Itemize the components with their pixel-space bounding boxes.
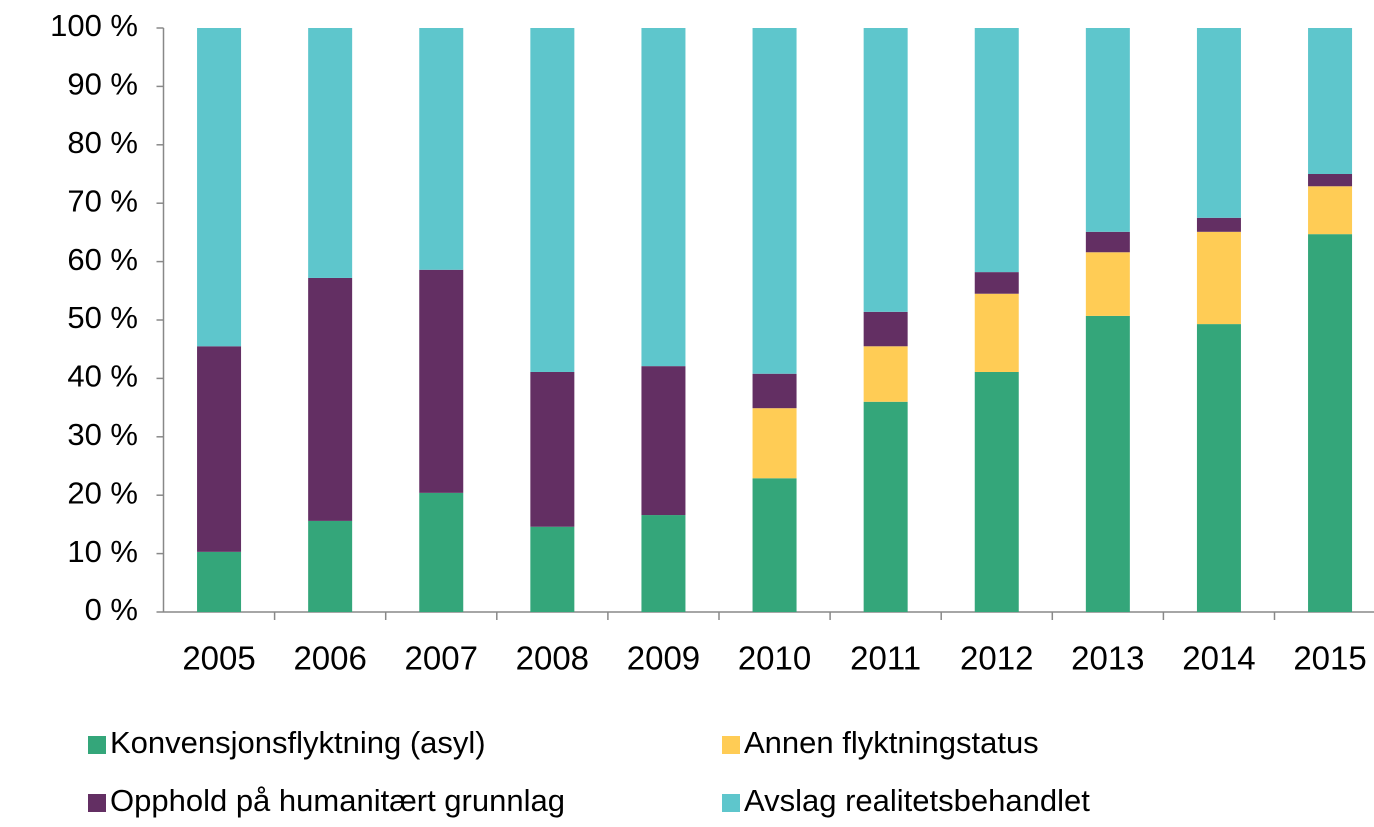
bar-segment [1308,234,1353,613]
bar-segment [1308,186,1353,235]
y-tick-label: 20 % [67,475,138,510]
bar-segment [1308,174,1353,187]
bar-segment [641,515,686,612]
x-tick-label: 2006 [293,640,366,677]
bar-segment [752,478,797,612]
x-tick-label: 2005 [182,640,255,677]
y-tick-label: 60 % [67,242,138,277]
bar-segment [1085,252,1130,316]
bar-segment [974,28,1019,273]
legend-label: Konvensjonsflyktning (asyl) [110,725,486,760]
legend-label: Opphold på humanitært grunnlag [110,783,565,818]
bar-segment [1085,315,1130,612]
bar-segment [1196,217,1241,232]
bar-segment [1196,28,1241,218]
legend-swatch [88,736,106,754]
bar-segment [863,28,908,312]
bar-segment [974,371,1019,612]
bar-segment [641,28,686,367]
bar-segment [197,551,242,612]
legend-label: Annen flyktningstatus [744,725,1039,760]
bar-segment [1308,28,1353,174]
legend-label: Avslag realitetsbehandlet [744,783,1090,818]
bar-segment [419,492,464,612]
bar-segment [1196,324,1241,612]
x-tick-label: 2012 [960,640,1033,677]
bar-segment [419,28,464,270]
bar-segment [197,346,242,552]
legend-swatch [722,736,740,754]
x-tick-label: 2008 [516,640,589,677]
bar-segment [530,526,575,612]
x-tick-label: 2013 [1071,640,1144,677]
bar-segment [1196,231,1241,325]
x-tick-label: 2015 [1293,640,1366,677]
bar-segment [308,28,353,278]
legend-swatch [88,794,106,812]
bar-segment [641,366,686,516]
y-tick-label: 50 % [67,300,138,335]
bar-segment [308,520,353,612]
y-tick-label: 30 % [67,417,138,452]
y-tick-label: 70 % [67,183,138,218]
bar-segment [752,28,797,374]
bar-segment [1085,231,1130,253]
legend-swatch [722,794,740,812]
bar-segment [752,373,797,409]
bar-segment [752,408,797,479]
y-tick-label: 10 % [67,534,138,569]
bar-segment [419,269,464,493]
x-tick-label: 2011 [850,640,921,677]
bar-segment [1085,28,1130,232]
bar-segment [308,277,353,521]
y-tick-label: 90 % [67,67,138,102]
bar-segment [530,28,575,372]
bar-segment [974,272,1019,294]
x-tick-label: 2010 [738,640,811,677]
bar-segment [863,401,908,612]
bar-segment [530,371,575,527]
x-tick-label: 2014 [1182,640,1255,677]
bar-segment [863,346,908,402]
y-tick-label: 0 % [85,592,138,627]
y-tick-label: 80 % [67,125,138,160]
x-tick-label: 2009 [627,640,700,677]
y-tick-label: 40 % [67,359,138,394]
x-tick-label: 2007 [405,640,478,677]
bar-segment [974,293,1019,372]
bar-segment [863,311,908,347]
bar-segment [197,28,242,347]
y-tick-label: 100 % [50,8,138,43]
